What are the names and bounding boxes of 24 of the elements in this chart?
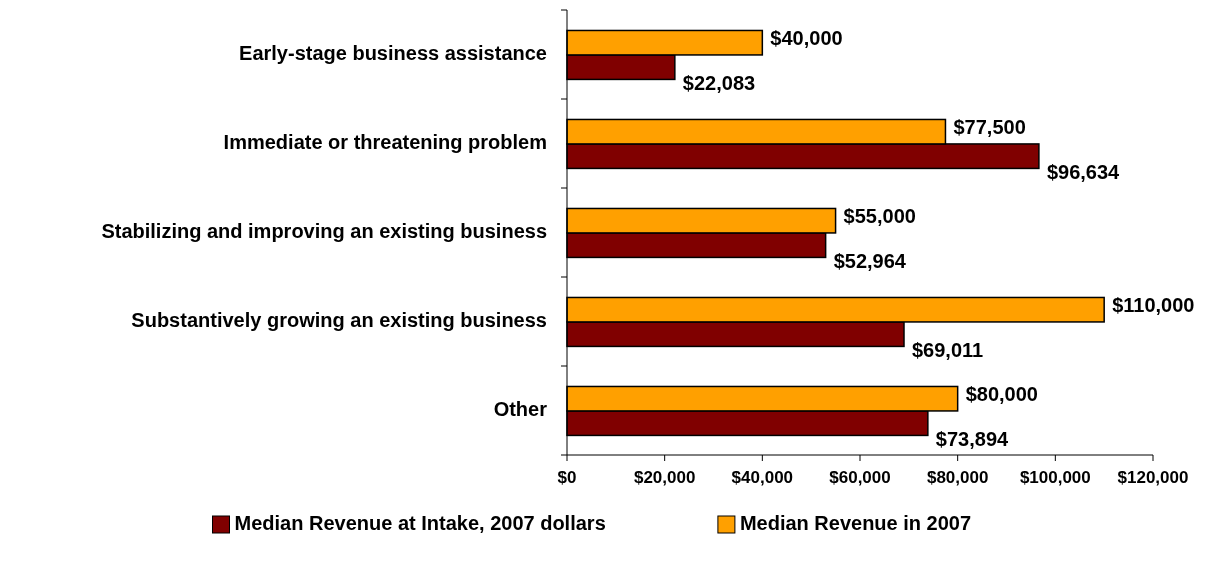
data-label: $69,011 <box>912 338 984 361</box>
x-tick-label: $80,000 <box>926 468 989 487</box>
legend-label: Median Revenue at Intake, 2007 dollars <box>234 512 606 535</box>
y-tick-label: Other <box>493 397 548 420</box>
data-label: $77,500 <box>953 115 1026 138</box>
x-tick-label: $120,000 <box>1117 468 1189 487</box>
y-tick-label: Stabilizing and improving an existing business <box>101 219 547 242</box>
data-label: $55,000 <box>843 204 916 227</box>
data-label: $73,894 <box>935 427 1010 450</box>
data-label: $110,000 <box>1112 293 1195 316</box>
x-tick-label: $40,000 <box>731 468 794 487</box>
y-tick-label: Early-stage business assistance <box>239 41 547 64</box>
data-label: $22,083 <box>682 71 756 94</box>
x-tick-label: $100,000 <box>1019 468 1091 487</box>
data-label: $40,000 <box>770 26 843 49</box>
data-label: $80,000 <box>965 382 1038 405</box>
x-tick-label: $20,000 <box>633 468 696 487</box>
data-label: $52,964 <box>833 249 907 272</box>
y-tick-label: Immediate or threatening problem <box>223 130 547 153</box>
y-tick-label: Substantively growing an existing business <box>131 308 547 331</box>
legend-label: Median Revenue in 2007 <box>739 512 972 535</box>
x-tick-label: $60,000 <box>829 468 891 487</box>
x-tick-label: $0 <box>557 468 577 487</box>
data-label: $96,634 <box>1046 160 1121 183</box>
